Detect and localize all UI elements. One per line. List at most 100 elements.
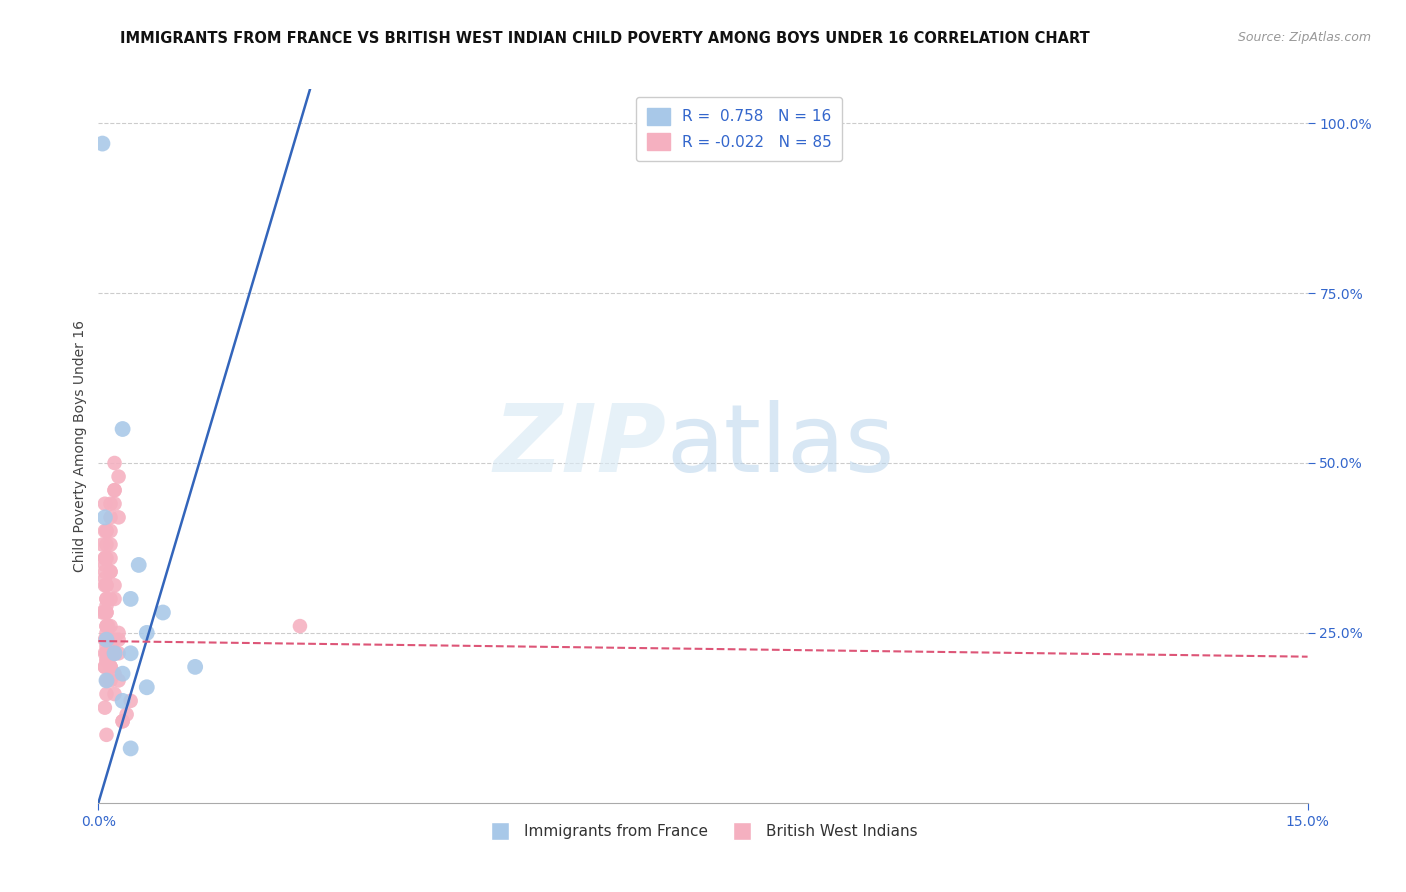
Point <box>94 551 117 566</box>
Point <box>128 558 150 572</box>
Point <box>94 510 117 524</box>
Point <box>96 653 118 667</box>
Point <box>103 483 125 498</box>
Point <box>184 660 207 674</box>
Point <box>100 551 122 566</box>
Point <box>111 422 134 436</box>
Point <box>96 640 118 654</box>
Point <box>100 646 122 660</box>
Point <box>120 646 142 660</box>
Text: Source: ZipAtlas.com: Source: ZipAtlas.com <box>1237 31 1371 45</box>
Point <box>107 626 129 640</box>
Point <box>111 714 134 729</box>
Point <box>103 578 125 592</box>
Point <box>96 599 118 613</box>
Point <box>100 640 122 654</box>
Point <box>120 694 142 708</box>
Point <box>100 632 122 647</box>
Point <box>100 524 122 538</box>
Point <box>96 626 118 640</box>
Point <box>107 632 129 647</box>
Point <box>120 591 142 606</box>
Point <box>100 632 122 647</box>
Point <box>100 497 122 511</box>
Point <box>111 714 134 729</box>
Point <box>96 632 118 647</box>
Point <box>103 646 125 660</box>
Point <box>100 660 122 674</box>
Point <box>96 646 118 660</box>
Point <box>94 700 117 714</box>
Point <box>103 456 125 470</box>
Point <box>97 619 120 633</box>
Point <box>103 646 125 660</box>
Point <box>94 660 117 674</box>
Point <box>91 606 114 620</box>
Point <box>96 653 118 667</box>
Point <box>94 524 117 538</box>
Point <box>94 551 117 566</box>
Point <box>94 565 117 579</box>
Point <box>103 646 125 660</box>
Point <box>103 687 125 701</box>
Point <box>96 687 118 701</box>
Point <box>96 551 118 566</box>
Point <box>100 591 122 606</box>
Point <box>96 578 118 592</box>
Point <box>94 660 117 674</box>
Text: atlas: atlas <box>666 400 896 492</box>
Point <box>107 673 129 688</box>
Point <box>100 673 122 688</box>
Text: IMMIGRANTS FROM FRANCE VS BRITISH WEST INDIAN CHILD POVERTY AMONG BOYS UNDER 16 : IMMIGRANTS FROM FRANCE VS BRITISH WEST I… <box>120 31 1090 46</box>
Point <box>96 606 118 620</box>
Point <box>107 469 129 483</box>
Point <box>115 707 138 722</box>
Point <box>103 632 125 647</box>
Point <box>135 626 157 640</box>
Point <box>100 640 122 654</box>
Point <box>96 673 118 688</box>
Point <box>103 483 125 498</box>
Point <box>91 136 114 151</box>
Point <box>94 572 117 586</box>
Point <box>103 591 125 606</box>
Point <box>100 619 122 633</box>
Point <box>94 606 117 620</box>
Text: ZIP: ZIP <box>494 400 666 492</box>
Point <box>96 606 118 620</box>
Point <box>94 632 117 647</box>
Point <box>96 591 118 606</box>
Point <box>96 728 118 742</box>
Point <box>96 524 118 538</box>
Point <box>100 565 122 579</box>
Point <box>91 537 114 551</box>
Point <box>152 606 174 620</box>
Point <box>135 680 157 694</box>
Point <box>288 619 311 633</box>
Point <box>96 578 118 592</box>
Point <box>96 632 118 647</box>
Point <box>96 646 118 660</box>
Point <box>100 646 122 660</box>
Point <box>107 646 129 660</box>
Point <box>96 524 118 538</box>
Point <box>96 591 118 606</box>
Point <box>111 666 134 681</box>
Point <box>96 673 118 688</box>
Point <box>100 510 122 524</box>
Point <box>111 694 134 708</box>
Point <box>100 646 122 660</box>
Point <box>107 510 129 524</box>
Point <box>103 666 125 681</box>
Point <box>100 565 122 579</box>
Point <box>100 632 122 647</box>
Point <box>120 741 142 756</box>
Point <box>94 578 117 592</box>
Point <box>103 497 125 511</box>
Point <box>94 558 117 572</box>
Point <box>103 646 125 660</box>
Point <box>100 660 122 674</box>
Point <box>94 497 117 511</box>
Point <box>103 646 125 660</box>
Y-axis label: Child Poverty Among Boys Under 16: Child Poverty Among Boys Under 16 <box>73 320 87 572</box>
